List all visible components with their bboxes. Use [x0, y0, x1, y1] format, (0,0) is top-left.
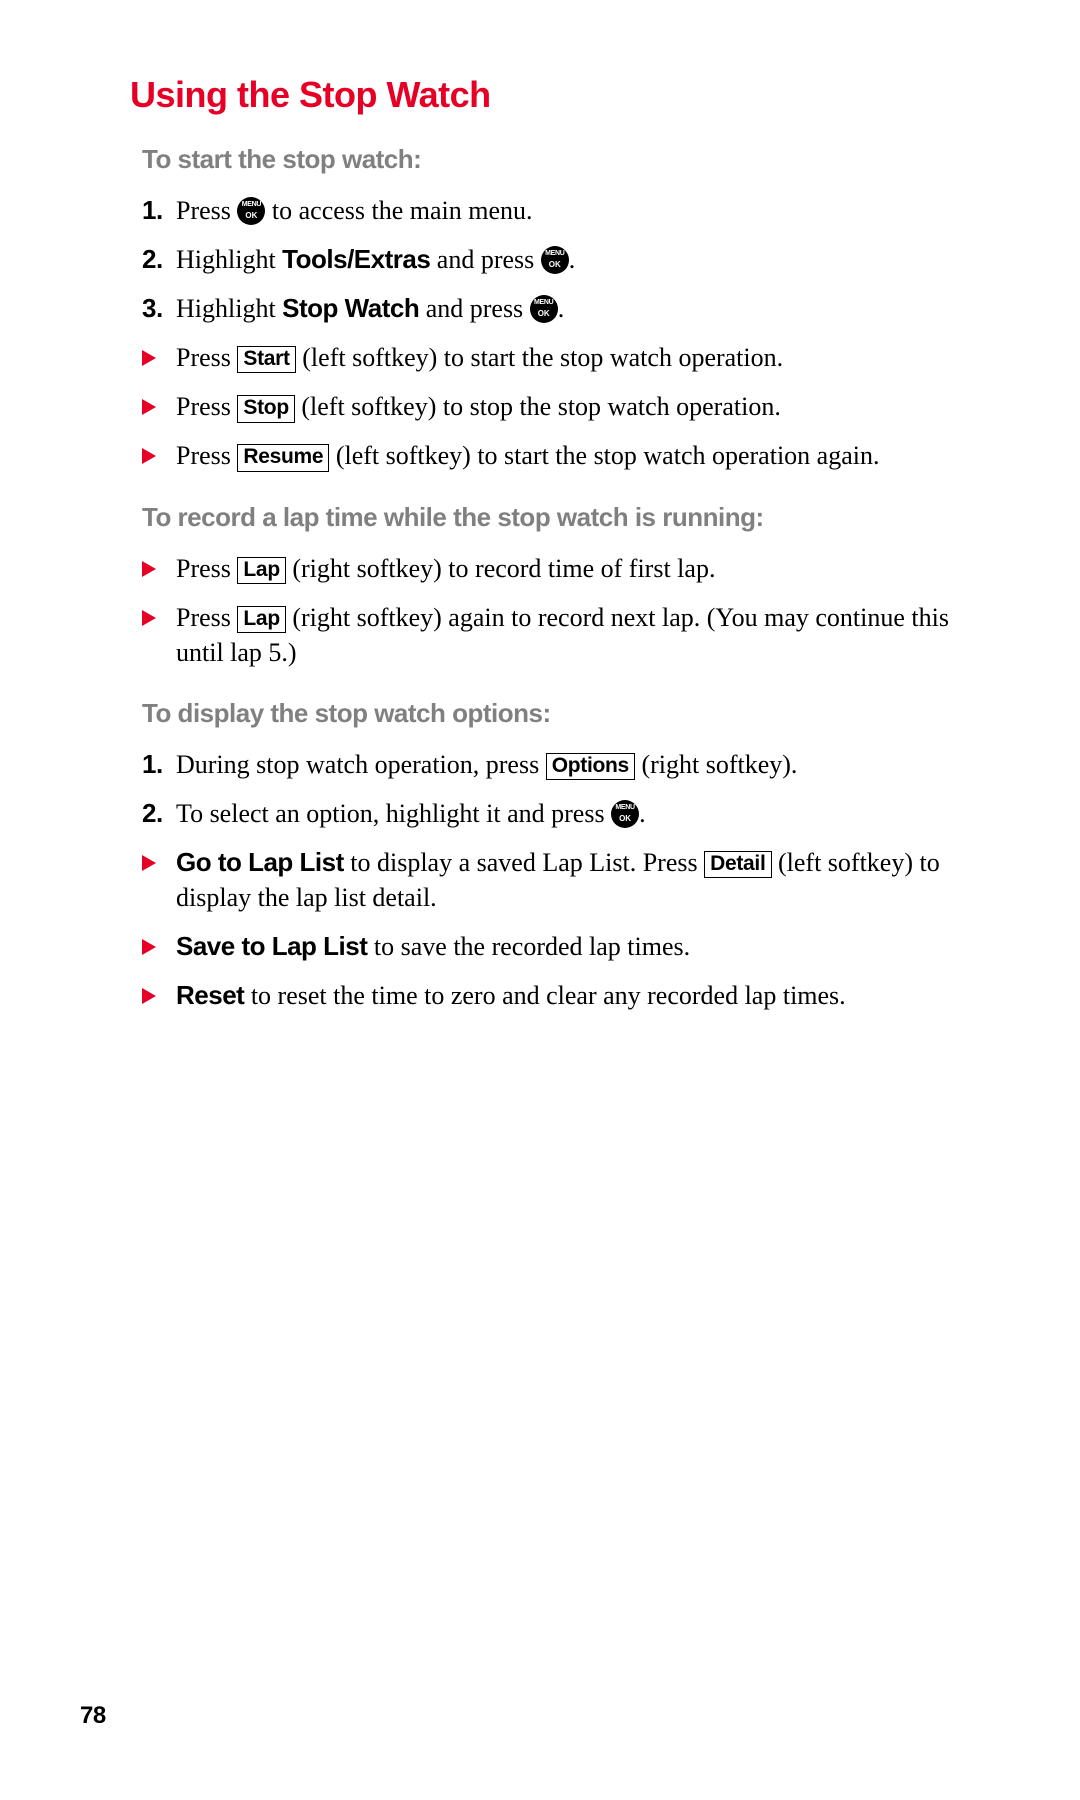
key-label: Resume — [237, 444, 329, 471]
item-marker — [142, 845, 176, 880]
list-item: Go to Lap List to display a saved Lap Li… — [142, 845, 960, 915]
item-body: Reset to reset the time to zero and clea… — [176, 978, 960, 1013]
key-label: Stop — [237, 395, 294, 422]
item-marker: 2. — [142, 796, 176, 831]
content-area: Using the Stop Watch To start the stop w… — [130, 74, 960, 1027]
menu-ok-icon — [237, 197, 265, 225]
instruction-list: 1. During stop watch operation, press Op… — [142, 747, 960, 1014]
bold-term: Tools/Extras — [282, 244, 430, 274]
item-marker: 1. — [142, 747, 176, 782]
list-item: 2. To select an option, highlight it and… — [142, 796, 960, 831]
item-marker — [142, 978, 176, 1013]
list-item: Press Resume (left softkey) to start the… — [142, 438, 960, 473]
list-item: Reset to reset the time to zero and clea… — [142, 978, 960, 1013]
bold-term: Stop Watch — [282, 293, 419, 323]
item-body: Press Stop (left softkey) to stop the st… — [176, 389, 960, 424]
list-item: 1. During stop watch operation, press Op… — [142, 747, 960, 782]
triangle-bullet-icon — [142, 988, 156, 1004]
triangle-bullet-icon — [142, 939, 156, 955]
menu-ok-icon — [530, 295, 558, 323]
list-item: Save to Lap List to save the recorded la… — [142, 929, 960, 964]
list-item: Press Start (left softkey) to start the … — [142, 340, 960, 375]
list-item: 1. Press to access the main menu. — [142, 193, 960, 228]
key-label: Options — [546, 753, 635, 780]
menu-ok-icon — [541, 246, 569, 274]
item-marker: 3. — [142, 291, 176, 326]
menu-ok-icon — [611, 800, 639, 828]
triangle-bullet-icon — [142, 610, 156, 626]
item-marker — [142, 551, 176, 586]
instruction-list: 1. Press to access the main menu. 2. Hig… — [142, 193, 960, 474]
triangle-bullet-icon — [142, 448, 156, 464]
item-body: Press Lap (right softkey) to record time… — [176, 551, 960, 586]
page: Using the Stop Watch To start the stop w… — [0, 0, 1080, 1800]
item-body: Save to Lap List to save the recorded la… — [176, 929, 960, 964]
item-marker — [142, 438, 176, 473]
list-item: Press Lap (right softkey) again to recor… — [142, 600, 960, 670]
bold-term: Go to Lap List — [176, 847, 344, 877]
triangle-bullet-icon — [142, 350, 156, 366]
page-title: Using the Stop Watch — [130, 74, 960, 116]
triangle-bullet-icon — [142, 561, 156, 577]
item-marker: 2. — [142, 242, 176, 277]
key-label: Detail — [704, 851, 771, 878]
item-body: To select an option, highlight it and pr… — [176, 796, 960, 831]
list-item: Press Lap (right softkey) to record time… — [142, 551, 960, 586]
key-label: Lap — [237, 606, 285, 633]
item-body: Press Resume (left softkey) to start the… — [176, 438, 960, 473]
key-label: Lap — [237, 557, 285, 584]
item-marker — [142, 929, 176, 964]
key-label: Start — [237, 346, 295, 373]
item-body: During stop watch operation, press Optio… — [176, 747, 960, 782]
item-body: Highlight Tools/Extras and press . — [176, 242, 960, 277]
bold-term: Reset — [176, 980, 244, 1010]
item-marker: 1. — [142, 193, 176, 228]
instruction-list: Press Lap (right softkey) to record time… — [142, 551, 960, 670]
item-body: Highlight Stop Watch and press . — [176, 291, 960, 326]
item-body: Press Lap (right softkey) again to recor… — [176, 600, 960, 670]
page-number: 78 — [80, 1702, 106, 1730]
bold-term: Save to Lap List — [176, 931, 367, 961]
section-lead: To start the stop watch: — [142, 144, 960, 175]
list-item: 2. Highlight Tools/Extras and press . — [142, 242, 960, 277]
item-body: Press to access the main menu. — [176, 193, 960, 228]
triangle-bullet-icon — [142, 399, 156, 415]
item-body: Press Start (left softkey) to start the … — [176, 340, 960, 375]
item-marker — [142, 340, 176, 375]
triangle-bullet-icon — [142, 855, 156, 871]
section-lead: To record a lap time while the stop watc… — [142, 502, 960, 533]
list-item: 3. Highlight Stop Watch and press . — [142, 291, 960, 326]
item-marker — [142, 389, 176, 424]
section-lead: To display the stop watch options: — [142, 698, 960, 729]
item-marker — [142, 600, 176, 635]
item-body: Go to Lap List to display a saved Lap Li… — [176, 845, 960, 915]
list-item: Press Stop (left softkey) to stop the st… — [142, 389, 960, 424]
